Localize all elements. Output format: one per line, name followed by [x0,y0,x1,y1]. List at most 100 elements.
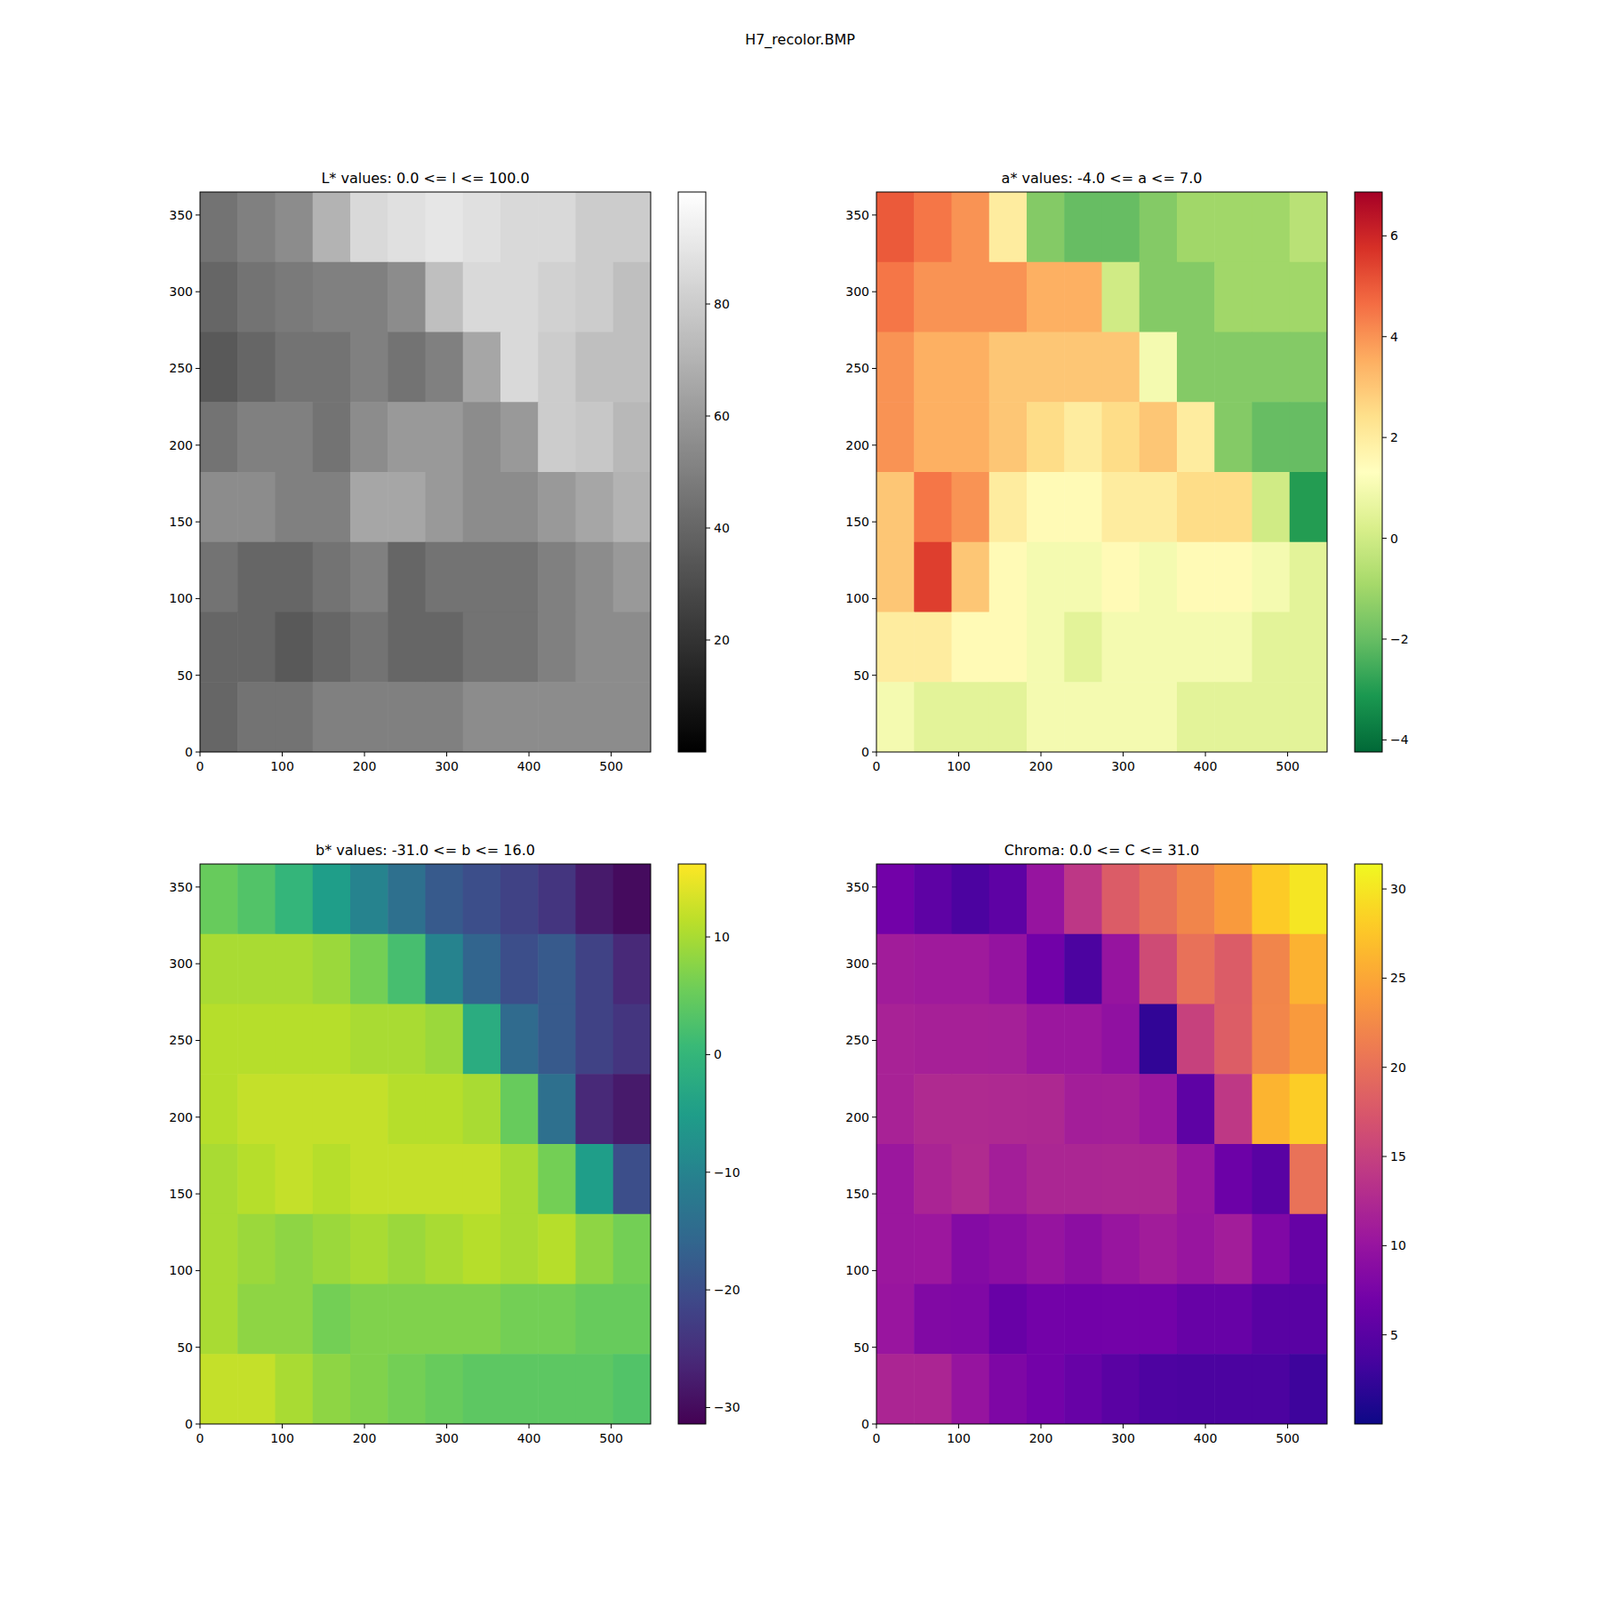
cell [1102,262,1141,333]
cell [387,262,426,333]
y-tick [195,521,200,523]
x-tick-label: 200 [1029,1431,1054,1446]
cell [1026,1144,1065,1215]
cell [237,1284,276,1355]
cell [200,681,239,752]
cell [1102,401,1141,472]
cell [1102,1284,1141,1355]
cell [1289,681,1328,752]
cell [876,864,915,935]
y-tick [195,1116,200,1118]
cell [1026,681,1065,752]
cell [952,192,991,263]
cell [613,1353,651,1424]
cell [275,612,314,683]
cell [952,472,991,543]
x-tick-label: 400 [1193,759,1218,774]
y-tick [195,1193,200,1195]
y-tick-label: 100 [845,1263,870,1278]
panel: L* values: 0.0 <= l <= 100.0010020030040… [168,169,730,774]
cell [312,681,352,752]
cell [876,192,915,263]
cell [613,864,651,935]
cell [237,332,276,403]
y-tick [195,1346,200,1348]
x-tick [1205,1424,1207,1429]
cell [537,192,576,263]
colorbar-tick-label: −20 [713,1282,741,1297]
cell [1252,472,1291,543]
cell [500,1284,539,1355]
cell [1252,1144,1291,1215]
cell [200,612,239,683]
figure-title: H7_recolor.BMP [744,31,856,49]
cell [876,472,915,543]
x-tick-label: 100 [270,1431,295,1446]
cell [1214,262,1253,333]
cell [1176,681,1216,752]
colorbar-tick-label: 6 [1390,228,1399,243]
y-tick-label: 350 [845,880,870,895]
x-tick-label: 400 [517,759,542,774]
x-tick [1040,1424,1042,1429]
y-tick-label: 300 [168,284,193,299]
x-tick-label: 200 [1029,759,1054,774]
x-tick [446,1424,448,1429]
cell [387,192,426,263]
y-tick [872,886,877,888]
cell [1139,681,1178,752]
cell [613,612,651,683]
colorbar-tick [705,1171,711,1173]
cell [989,934,1028,1005]
y-tick-label: 200 [168,1110,193,1125]
colorbar-tick [1382,888,1387,890]
cell [387,1144,426,1215]
cell [952,1073,991,1144]
cell [350,612,389,683]
cell [1102,542,1141,613]
cell [613,1073,651,1144]
y-tick [195,444,200,446]
cell [1289,864,1328,935]
cell [537,1073,576,1144]
cell [1064,612,1103,683]
panel: a* values: -4.0 <= a <= 7.00100200300400… [845,169,1408,774]
cell [350,1144,389,1215]
cell [237,612,276,683]
y-tick-label: 0 [861,1416,870,1432]
cell [876,681,915,752]
cell [312,1073,352,1144]
y-tick [872,1270,877,1272]
cell [576,401,615,472]
colorbar-tick-label: 20 [713,632,730,648]
cell [1289,192,1328,263]
cell [500,401,539,472]
cell [1214,934,1253,1005]
cell [350,681,389,752]
x-tick-label: 300 [1111,759,1136,774]
cell [952,1284,991,1355]
cell [425,934,464,1005]
cell [312,1004,352,1075]
x-tick-label: 500 [599,759,624,774]
cell [1026,864,1065,935]
colorbar-tick-label: 2 [1390,430,1399,445]
cell [952,1144,991,1215]
cell [275,332,314,403]
cell [1214,472,1253,543]
cell [387,542,426,613]
cell [537,681,576,752]
cell [350,1073,389,1144]
cell [1064,1353,1103,1424]
y-tick-label: 150 [845,1186,870,1201]
cell [500,262,539,333]
cell [613,332,651,403]
cell [500,681,539,752]
cell [913,681,952,752]
cell [576,192,615,263]
colorbar-tick [1382,1156,1387,1158]
cell [1176,1004,1216,1075]
cell [1252,542,1291,613]
cell [952,612,991,683]
cell [913,542,952,613]
